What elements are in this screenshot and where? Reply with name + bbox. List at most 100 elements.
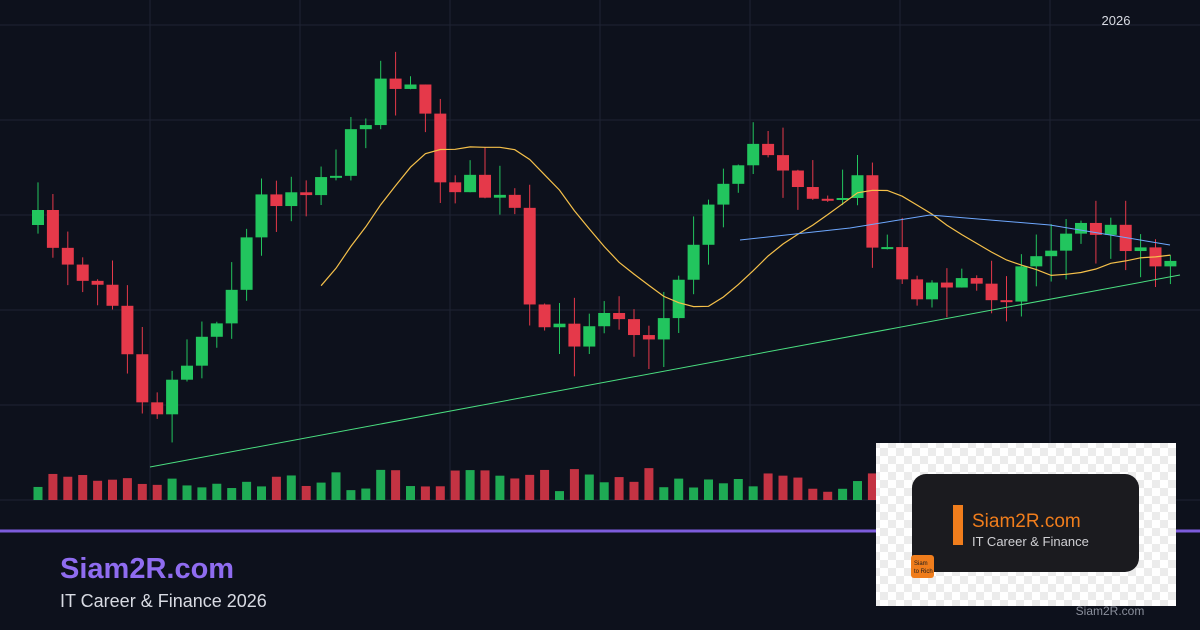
volume-bar <box>331 472 341 500</box>
candle <box>1060 233 1073 251</box>
candle <box>911 279 924 300</box>
candle <box>970 278 983 284</box>
candle <box>1045 250 1058 257</box>
candle <box>791 170 804 188</box>
candle <box>255 194 268 238</box>
volume-bar <box>853 481 862 500</box>
moving-average <box>320 146 1171 308</box>
volume-bar <box>465 470 475 500</box>
candle <box>240 237 253 290</box>
candle <box>538 304 551 328</box>
volume-bar <box>301 485 311 500</box>
volume-bar <box>569 469 579 500</box>
volume-bar <box>808 488 818 500</box>
volume-bar <box>867 473 877 500</box>
volume-bar <box>227 488 237 500</box>
candle <box>61 247 74 265</box>
volume-bar <box>495 475 505 500</box>
volume-bar <box>748 486 758 500</box>
volume-bar <box>823 491 833 500</box>
volume-bar <box>629 481 639 500</box>
volume-bar <box>733 478 743 500</box>
candle <box>821 198 834 201</box>
candle <box>479 174 491 198</box>
candle <box>672 279 685 319</box>
volume-bar <box>63 476 73 500</box>
logo-title: Siam2R.com <box>972 511 1081 532</box>
volume-bar <box>689 487 699 500</box>
volume-bar <box>271 476 281 500</box>
logo-card <box>912 474 1139 572</box>
candle <box>598 312 611 327</box>
candle <box>717 183 730 205</box>
volume-bar <box>197 487 207 500</box>
candle <box>926 282 938 300</box>
candle <box>1030 256 1043 267</box>
candle <box>1075 222 1087 234</box>
candle <box>553 323 566 328</box>
candle <box>359 125 372 130</box>
candle <box>747 143 760 166</box>
volume-bar <box>376 469 386 500</box>
candle <box>866 175 879 248</box>
candle <box>449 182 462 193</box>
candle <box>613 312 626 320</box>
candle <box>195 336 208 366</box>
logo-bar <box>953 505 963 545</box>
volume-bar <box>122 478 132 500</box>
candle <box>106 284 119 306</box>
volume-bar <box>137 483 147 500</box>
volume-bar <box>361 488 371 500</box>
volume-bar <box>838 488 848 500</box>
volume-bar <box>391 470 401 500</box>
candle <box>896 247 909 280</box>
logo-badge-line: Siam <box>914 561 928 567</box>
volume-bar <box>540 469 550 500</box>
grid <box>0 0 1200 501</box>
volume-bar <box>33 486 43 500</box>
volume-bar <box>599 482 609 500</box>
candle <box>806 187 819 199</box>
volume-bar <box>78 475 88 500</box>
candle <box>91 280 104 285</box>
volume-bar <box>704 479 713 500</box>
candle <box>32 210 44 225</box>
volume-bar <box>450 470 460 500</box>
candle <box>434 113 447 183</box>
watermark: Siam2R.com <box>1076 604 1145 618</box>
volume-bar <box>480 470 490 500</box>
candle <box>985 283 998 301</box>
volume-bar <box>152 484 162 500</box>
volume-bar <box>659 487 669 500</box>
candle <box>1134 247 1147 252</box>
candle <box>181 365 193 380</box>
candle <box>76 264 89 281</box>
brand-subtitle: IT Career & Finance 2026 <box>60 591 267 611</box>
logo-panel: Siam2R.com IT Career & Finance Siam to R… <box>876 443 1176 606</box>
volume-bar <box>435 486 445 500</box>
candle <box>628 319 640 336</box>
candle <box>330 175 342 178</box>
candle <box>270 194 283 207</box>
candle <box>1164 260 1177 267</box>
candle <box>46 210 59 248</box>
volume-bar <box>257 486 266 500</box>
candle <box>642 335 655 340</box>
candle <box>568 323 581 347</box>
volume-bar <box>212 483 222 500</box>
candle <box>732 165 745 184</box>
candle <box>1000 300 1013 303</box>
candle <box>419 84 432 114</box>
candle <box>464 174 477 193</box>
volume-bar <box>778 475 788 500</box>
volume-bar <box>763 473 773 500</box>
volume-bar <box>167 478 177 500</box>
brand-title: Siam2R.com <box>60 553 234 585</box>
logo-badge-line: to Rich <box>914 569 933 575</box>
candle <box>300 192 313 196</box>
candle <box>1089 222 1102 235</box>
moving-average-long <box>739 214 1171 246</box>
candle <box>1015 266 1028 302</box>
volume-bar <box>793 477 803 500</box>
